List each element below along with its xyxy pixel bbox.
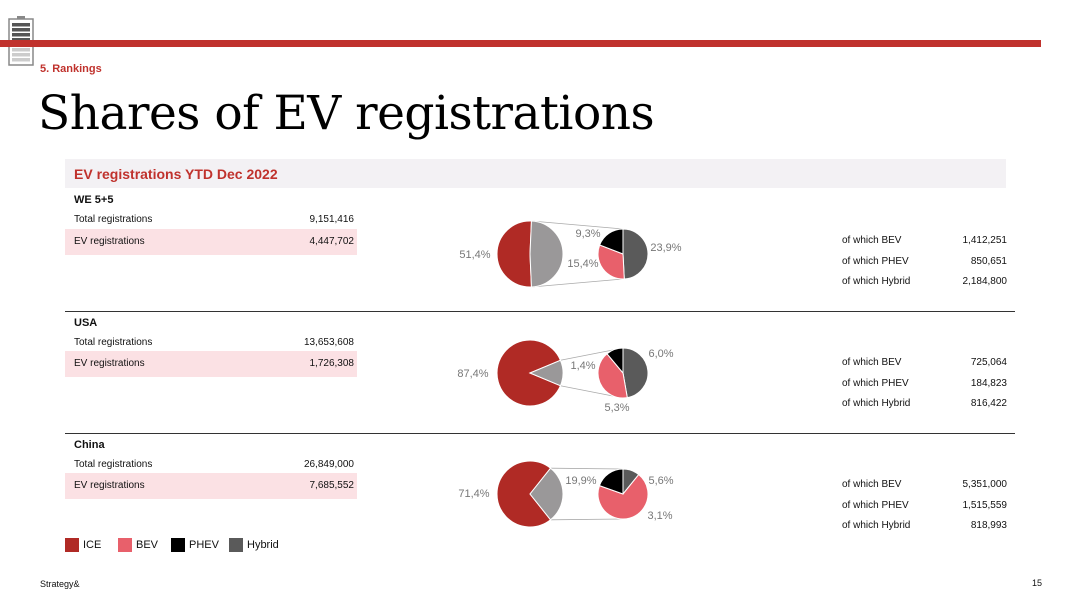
breakdown-value: 5,351,000: [962, 479, 1008, 490]
breakdown-value: 2,184,800: [962, 276, 1008, 287]
total-label: Total registrations: [74, 214, 153, 225]
total-value: 26,849,000: [303, 459, 354, 470]
total-row: Total registrations 26,849,000: [65, 452, 357, 478]
breakdown-label: of which Hybrid: [842, 276, 911, 287]
section-label: 5. Rankings: [40, 63, 102, 75]
data-label-ice: 87,4%: [457, 368, 488, 380]
ev-value: 1,726,308: [309, 358, 355, 369]
pie-slice-hybrid: [622, 228, 649, 280]
data-label-phev: 1,4%: [570, 360, 595, 372]
page-title: Shares of EV registrations: [38, 86, 655, 141]
breakdown-value: 725,064: [970, 357, 1007, 368]
legend-swatch: [118, 538, 132, 552]
breakdown-hybrid: of which Hybrid 2,184,800: [842, 276, 1007, 290]
table-header-text: EV registrations YTD Dec 2022: [74, 166, 278, 182]
data-label-hybrid: 3,1%: [647, 510, 672, 522]
breakdown-value: 816,422: [970, 398, 1007, 409]
breakdown-hybrid: of which Hybrid 816,422: [842, 398, 1007, 412]
breakdown-label: of which Hybrid: [842, 398, 911, 409]
region-name-china: China: [74, 439, 105, 451]
connector-line: [550, 518, 624, 521]
legend-label: BEV: [136, 539, 159, 551]
data-label-bev: 5,3%: [604, 402, 629, 414]
pie-slice-ev: [529, 220, 564, 288]
region-name-usa: USA: [74, 317, 98, 329]
data-label-ice: 71,4%: [458, 488, 489, 500]
breakdown-label: of which BEV: [842, 479, 902, 490]
legend-swatch: [65, 538, 79, 552]
total-row: Total registrations 13,653,608: [65, 330, 357, 356]
data-label-bev: 15,4%: [567, 258, 598, 270]
separator: [65, 311, 1015, 312]
breakdown-label: of which PHEV: [842, 500, 909, 511]
page-number: 15: [1031, 578, 1042, 588]
pie-slice-phev: [598, 468, 624, 495]
pie-slice-phev: [599, 228, 624, 255]
breakdown-bev: of which BEV 1,412,251: [842, 235, 1007, 249]
data-label-bev: 19,9%: [565, 475, 596, 487]
pie-slice-hybrid: [622, 347, 649, 399]
breakdown-bev: of which BEV 5,351,000: [842, 479, 1007, 493]
header-rule: [0, 40, 1041, 47]
breakdown-value: 184,823: [970, 378, 1007, 389]
pie-slice-ev: [529, 467, 564, 521]
ev-row: EV registrations 4,447,702: [65, 229, 357, 255]
pie-slice-ice: [496, 220, 532, 288]
breakdown-value: 818,993: [970, 520, 1007, 531]
legend-swatch: [229, 538, 243, 552]
data-label-hybrid: 6,0%: [648, 348, 673, 360]
breakdown-label: of which PHEV: [842, 378, 909, 389]
breakdown-bev: of which BEV 725,064: [842, 357, 1007, 371]
breakdown-value: 1,412,251: [962, 235, 1008, 246]
data-label-phev: 5,6%: [648, 475, 673, 487]
ev-label: EV registrations: [74, 236, 145, 247]
footer-brand: Strategy&: [40, 579, 80, 589]
breakdown-value: 1,515,559: [962, 500, 1008, 511]
ev-row: EV registrations 1,726,308: [65, 351, 357, 377]
legend-swatch: [171, 538, 185, 552]
data-label-phev: 9,3%: [575, 228, 600, 240]
total-value: 13,653,608: [303, 337, 354, 348]
total-value: 9,151,416: [309, 214, 355, 225]
pie-slice-bev: [597, 473, 649, 520]
breakdown-phev: of which PHEV 184,823: [842, 378, 1007, 392]
connector-line: [550, 467, 624, 470]
breakdown-hybrid: of which Hybrid 818,993: [842, 520, 1007, 534]
connector-line: [531, 220, 624, 230]
pie-slice-ev: [528, 359, 564, 387]
total-row: Total registrations 9,151,416: [65, 207, 357, 233]
ev-row: EV registrations 7,685,552: [65, 473, 357, 499]
legend-label: PHEV: [189, 539, 219, 551]
breakdown-phev: of which PHEV 1,515,559: [842, 500, 1007, 514]
breakdown-label: of which Hybrid: [842, 520, 911, 531]
pie-slice-bev: [597, 244, 625, 280]
pie-slice-phev: [606, 347, 624, 375]
ev-label: EV registrations: [74, 480, 145, 491]
pie-slice-ice: [496, 460, 552, 528]
data-label-ice: 51,4%: [459, 249, 490, 261]
breakdown-label: of which BEV: [842, 235, 902, 246]
ev-value: 4,447,702: [309, 236, 355, 247]
table-header: EV registrations YTD Dec 2022: [65, 159, 1006, 188]
breakdown-label: of which PHEV: [842, 256, 909, 267]
ev-label: EV registrations: [74, 358, 145, 369]
total-label: Total registrations: [74, 459, 153, 470]
data-label-hybrid: 23,9%: [650, 242, 681, 254]
connector-line: [531, 278, 624, 288]
breakdown-label: of which BEV: [842, 357, 902, 368]
separator: [65, 433, 1015, 434]
breakdown-value: 850,651: [970, 256, 1007, 267]
ev-value: 7,685,552: [309, 480, 355, 491]
total-label: Total registrations: [74, 337, 153, 348]
breakdown-phev: of which PHEV 850,651: [842, 256, 1007, 270]
pie-slice-bev: [597, 353, 628, 399]
legend-label: ICE: [83, 539, 102, 551]
region-name-we: WE 5+5: [74, 194, 114, 206]
legend-label: Hybrid: [247, 539, 279, 551]
